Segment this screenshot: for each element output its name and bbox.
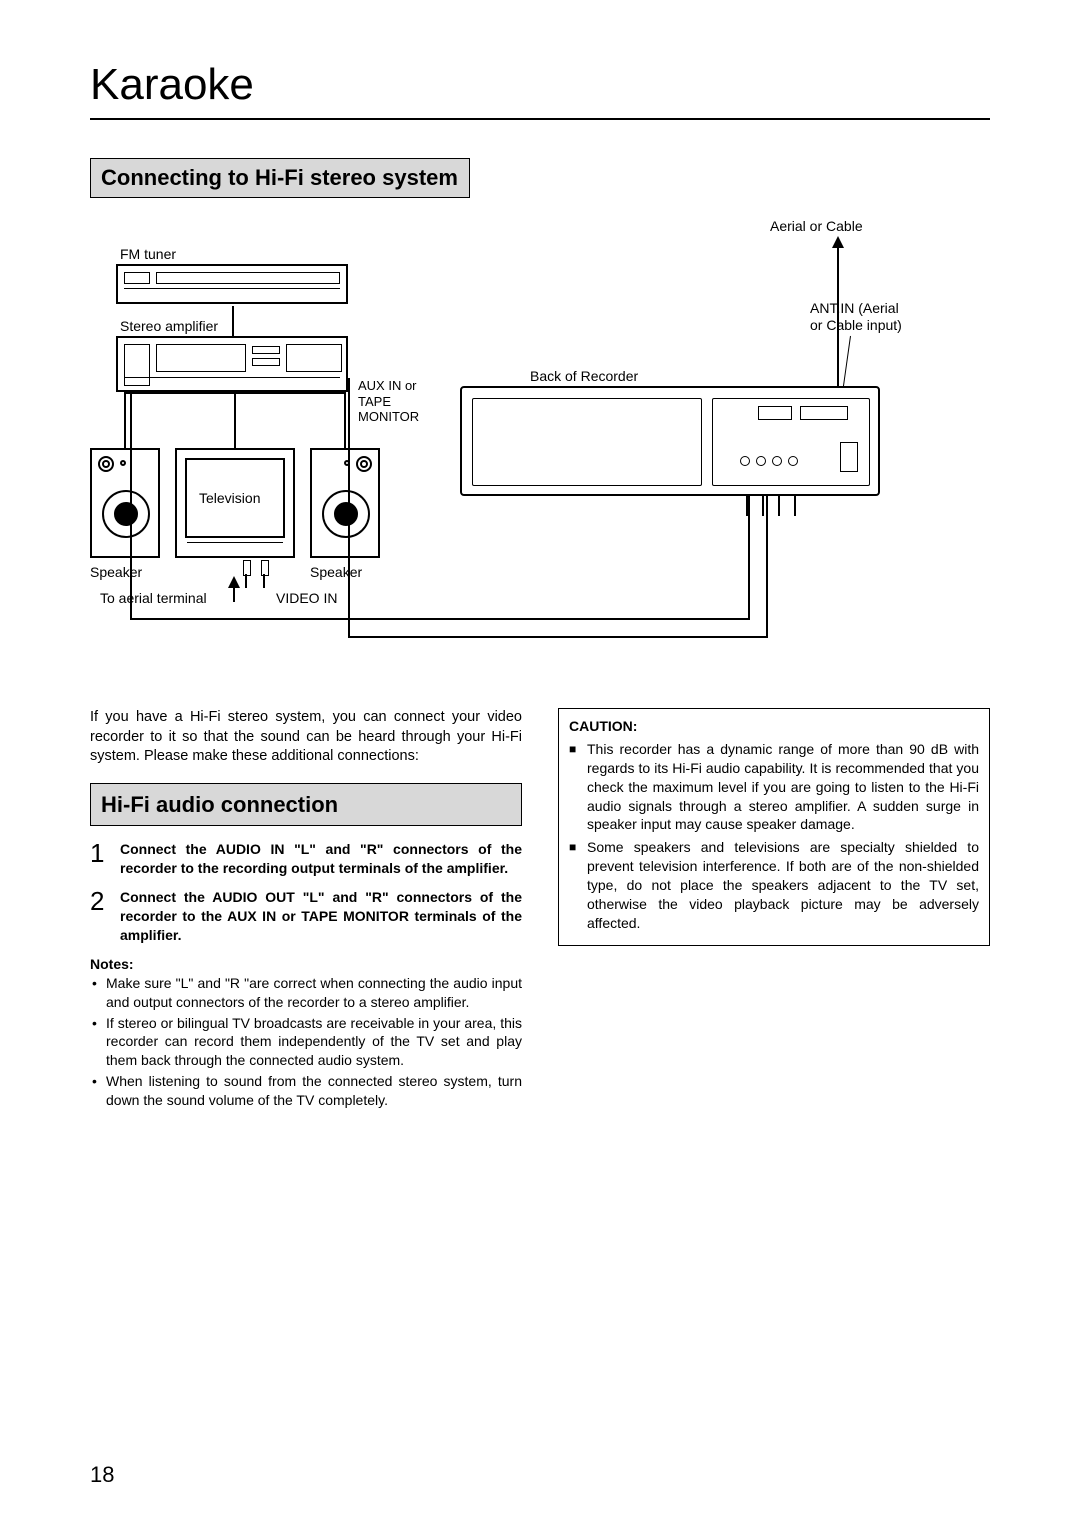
notes-list: Make sure "L" and "R "are correct when c… (90, 974, 522, 1110)
note-item: If stereo or bilingual TV broadcasts are… (90, 1014, 522, 1071)
conn-v4 (748, 496, 750, 620)
label-to-aerial: To aerial terminal (100, 590, 207, 607)
plug1 (240, 560, 252, 588)
drop1 (746, 496, 748, 516)
drop2 (762, 496, 764, 516)
speaker-right (310, 448, 380, 558)
label-fm-tuner: FM tuner (120, 246, 176, 263)
section-connecting: Connecting to Hi-Fi stereo system (90, 158, 470, 198)
label-ant-in: ANT.IN (Aerial or Cable input) (810, 300, 902, 334)
step-2-text: Connect the AUDIO OUT "L" and "R" connec… (120, 888, 522, 945)
page-number: 18 (90, 1462, 114, 1488)
text-columns: If you have a Hi-Fi stereo system, you c… (90, 708, 990, 1112)
amp-spk-r (344, 392, 346, 448)
step-1-num: 1 (90, 840, 110, 878)
conn-h2 (130, 618, 750, 620)
label-stereo-amp: Stereo amplifier (120, 318, 218, 335)
caution-item: This recorder has a dynamic range of mor… (569, 740, 979, 834)
notes-heading: Notes: (90, 955, 522, 974)
drop3 (778, 496, 780, 516)
label-aux-in: AUX IN or TAPE MONITOR (358, 378, 419, 425)
label-video-in: VIDEO IN (276, 590, 337, 607)
conn-h1 (348, 636, 768, 638)
recorder-back (460, 386, 880, 496)
conn-v3 (130, 392, 132, 620)
drop4 (794, 496, 796, 516)
step-2-num: 2 (90, 888, 110, 945)
step-2: 2 Connect the AUDIO OUT "L" and "R" conn… (90, 888, 522, 945)
step-1-text: Connect the AUDIO IN "L" and "R" connect… (120, 840, 522, 878)
section-hifi-audio: Hi-Fi audio connection (90, 783, 522, 827)
label-speaker-l: Speaker (90, 564, 142, 581)
plug2 (258, 560, 270, 588)
label-aerial-cable: Aerial or Cable (770, 218, 863, 235)
step-1: 1 Connect the AUDIO IN "L" and "R" conne… (90, 840, 522, 878)
right-column: CAUTION: This recorder has a dynamic ran… (558, 708, 990, 1112)
left-column: If you have a Hi-Fi stereo system, you c… (90, 708, 522, 1112)
label-back-recorder: Back of Recorder (530, 368, 638, 385)
stereo-amp-box (116, 336, 348, 392)
fm-tuner-box (116, 264, 348, 304)
caution-heading: CAUTION: (569, 717, 979, 736)
amp-tv (234, 392, 236, 448)
amp-top-line (232, 306, 234, 336)
conn-v1 (348, 378, 350, 638)
note-item: When listening to sound from the connect… (90, 1072, 522, 1110)
intro-text: If you have a Hi-Fi stereo system, you c… (90, 708, 522, 767)
television-box: Television (175, 448, 295, 558)
connection-diagram: Aerial or Cable ANT.IN (Aerial or Cable … (90, 218, 990, 678)
caution-box: CAUTION: This recorder has a dynamic ran… (558, 708, 990, 946)
label-speaker-r: Speaker (310, 564, 362, 581)
page-title: Karaoke (90, 60, 990, 120)
caution-list: This recorder has a dynamic range of mor… (569, 740, 979, 933)
amp-spk-l (124, 392, 126, 448)
aerialterm-stub (233, 588, 235, 602)
speaker-left (90, 448, 160, 558)
arrow-aerial-term (228, 576, 240, 588)
caution-item: Some speakers and televisions are specia… (569, 838, 979, 932)
note-item: Make sure "L" and "R "are correct when c… (90, 974, 522, 1012)
label-television: Television (199, 490, 260, 507)
conn-v2 (766, 496, 768, 638)
arrow-aerial (832, 236, 844, 248)
